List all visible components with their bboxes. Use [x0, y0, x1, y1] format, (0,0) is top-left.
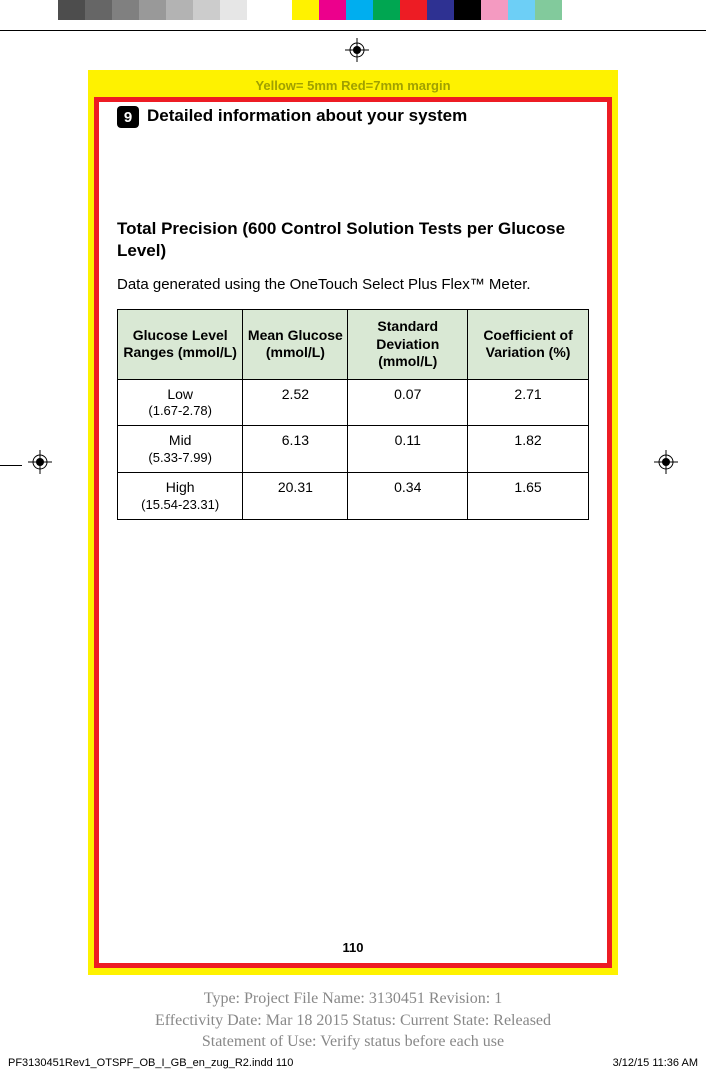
- color-swatch: [274, 0, 292, 20]
- cell-range: High(15.54-23.31): [118, 473, 243, 520]
- color-swatch: [319, 0, 346, 20]
- color-swatch: [193, 0, 220, 20]
- cell-cv: 1.65: [468, 473, 589, 520]
- print-color-bar: [0, 0, 706, 20]
- red-margin-frame: 9 Detailed information about your system…: [94, 97, 612, 968]
- footer-line: Type: Project File Name: 3130451 Revisio…: [0, 988, 706, 1010]
- footer-line: Statement of Use: Verify status before e…: [0, 1031, 706, 1053]
- cell-mean: 20.31: [243, 473, 348, 520]
- col-header: Coefficient of Variation (%): [468, 310, 589, 380]
- subheading: Total Precision (600 Control Solution Te…: [117, 218, 589, 262]
- cell-range: Mid(5.33-7.99): [118, 426, 243, 473]
- color-swatch: [58, 0, 85, 20]
- table-row: High(15.54-23.31)20.310.341.65: [118, 473, 589, 520]
- color-swatch: [508, 0, 535, 20]
- table-row: Mid(5.33-7.99)6.130.111.82: [118, 426, 589, 473]
- precision-table: Glucose Level Ranges (mmol/L) Mean Gluco…: [117, 309, 589, 520]
- content-block: Total Precision (600 Control Solution Te…: [117, 218, 589, 520]
- registration-mark-right: [654, 450, 678, 479]
- footer-metadata: Type: Project File Name: 3130451 Revisio…: [0, 988, 706, 1053]
- yellow-margin-frame: Yellow= 5mm Red=7mm margin 9 Detailed in…: [88, 70, 618, 975]
- cell-range: Low(1.67-2.78): [118, 379, 243, 426]
- color-swatch: [346, 0, 373, 20]
- col-header: Standard Deviation (mmol/L): [348, 310, 468, 380]
- page-number: 110: [99, 940, 607, 955]
- body-text: Data generated using the OneTouch Select…: [117, 274, 589, 295]
- slug-datetime: 3/12/15 11:36 AM: [613, 1057, 698, 1069]
- color-swatch: [112, 0, 139, 20]
- color-swatch: [139, 0, 166, 20]
- col-header: Glucose Level Ranges (mmol/L): [118, 310, 243, 380]
- cell-mean: 6.13: [243, 426, 348, 473]
- section-header: 9 Detailed information about your system: [117, 102, 589, 128]
- slug-line: PF3130451Rev1_OTSPF_OB_I_GB_en_zug_R2.in…: [0, 1057, 706, 1069]
- margin-label: Yellow= 5mm Red=7mm margin: [94, 76, 612, 97]
- color-swatch: [292, 0, 319, 20]
- color-swatch: [481, 0, 508, 20]
- color-swatch: [220, 0, 247, 20]
- table-row: Low(1.67-2.78)2.520.072.71: [118, 379, 589, 426]
- section-number-badge: 9: [117, 106, 139, 128]
- color-swatch: [400, 0, 427, 20]
- color-swatch: [373, 0, 400, 20]
- registration-mark-left: [28, 450, 52, 479]
- color-swatch: [85, 0, 112, 20]
- cell-sd: 0.07: [348, 379, 468, 426]
- cell-sd: 0.11: [348, 426, 468, 473]
- top-rule: [0, 30, 706, 31]
- cell-mean: 2.52: [243, 379, 348, 426]
- registration-mark-top: [345, 38, 369, 67]
- page-content: 9 Detailed information about your system…: [99, 102, 607, 963]
- cell-sd: 0.34: [348, 473, 468, 520]
- table-header-row: Glucose Level Ranges (mmol/L) Mean Gluco…: [118, 310, 589, 380]
- cell-cv: 2.71: [468, 379, 589, 426]
- col-header: Mean Glucose (mmol/L): [243, 310, 348, 380]
- color-swatch: [535, 0, 562, 20]
- left-tick: [0, 465, 22, 466]
- cell-cv: 1.82: [468, 426, 589, 473]
- color-swatch: [0, 0, 58, 20]
- color-swatch: [454, 0, 481, 20]
- color-swatch: [562, 0, 654, 20]
- footer-line: Effectivity Date: Mar 18 2015 Status: Cu…: [0, 1010, 706, 1032]
- color-swatch: [247, 0, 274, 20]
- slug-filename: PF3130451Rev1_OTSPF_OB_I_GB_en_zug_R2.in…: [8, 1057, 293, 1069]
- color-swatch: [166, 0, 193, 20]
- section-title: Detailed information about your system: [147, 106, 467, 126]
- color-swatch: [427, 0, 454, 20]
